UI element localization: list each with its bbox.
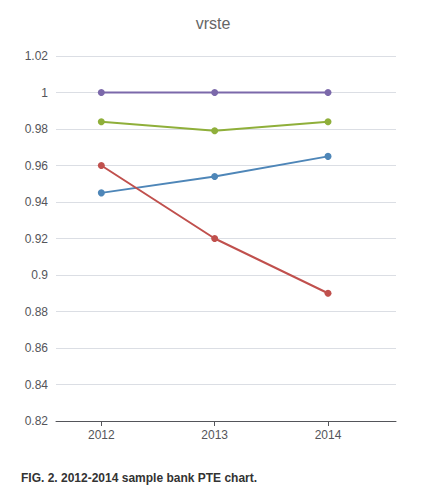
svg-text:2013: 2013 [201, 428, 228, 442]
svg-text:0.98: 0.98 [25, 122, 49, 136]
svg-text:0.92: 0.92 [25, 232, 49, 246]
svg-text:0.86: 0.86 [25, 341, 49, 355]
svg-text:vrste: vrste [196, 15, 231, 32]
svg-text:2012: 2012 [88, 428, 115, 442]
svg-text:0.9: 0.9 [31, 268, 48, 282]
svg-text:1: 1 [41, 86, 48, 100]
svg-text:FIG. 2. 2012-2014 sample bank: FIG. 2. 2012-2014 sample bank PTE chart. [21, 471, 257, 485]
svg-text:0.84: 0.84 [25, 378, 49, 392]
svg-text:0.82: 0.82 [25, 414, 49, 428]
svg-text:2014: 2014 [315, 428, 342, 442]
svg-text:0.88: 0.88 [25, 305, 49, 319]
svg-text:0.96: 0.96 [25, 159, 49, 173]
svg-text:1.02: 1.02 [25, 49, 49, 63]
svg-text:0.94: 0.94 [25, 195, 49, 209]
